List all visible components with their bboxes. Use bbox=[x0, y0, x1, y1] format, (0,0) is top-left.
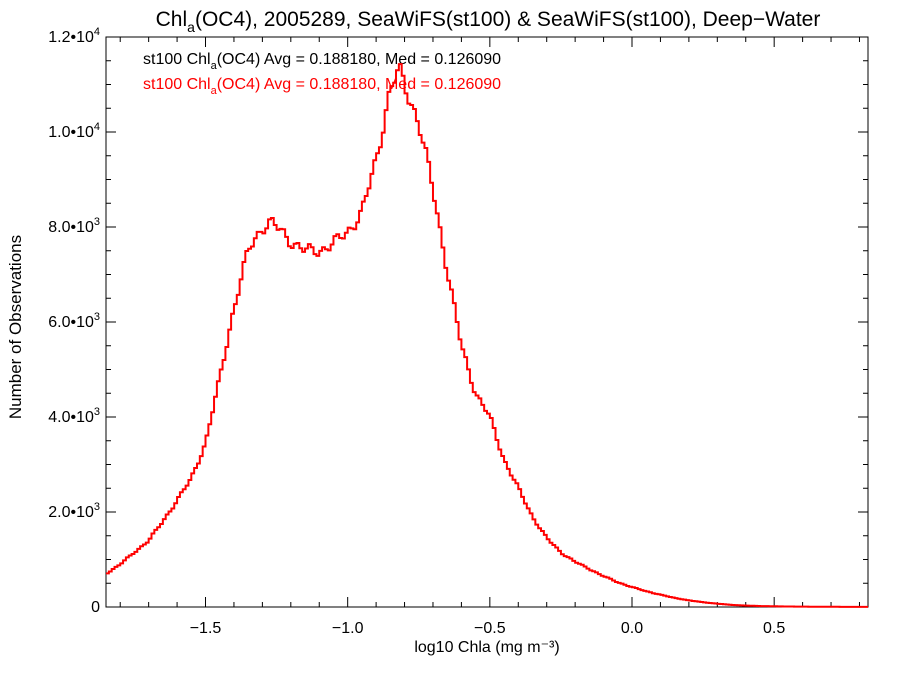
plot-frame bbox=[105, 36, 869, 608]
y-tick-exponent: 4 bbox=[94, 121, 100, 133]
chart-title-sub: a bbox=[187, 19, 195, 35]
y-tick-exponent: 3 bbox=[94, 406, 100, 418]
y-tick-label: 2.0•103 bbox=[48, 501, 100, 521]
stats-annotation-post: (OC4) Avg = 0.188180, Med = 0.126090 bbox=[217, 51, 501, 68]
y-tick-exponent: 4 bbox=[94, 26, 100, 38]
y-tick-label: 8.0•103 bbox=[48, 216, 100, 236]
y-tick-label: 1.0•104 bbox=[48, 121, 100, 141]
chart-title: Chla(OC4), 2005289, SeaWiFS(st100) & Sea… bbox=[156, 8, 821, 35]
stats-annotation-sub: a bbox=[211, 60, 218, 72]
plot-area: −1.5 −1.0 −0.5 0.0 0.502.0•1034.0•1036.0•103… bbox=[48, 26, 869, 637]
y-tick-mantissa: 4.0•10 bbox=[48, 409, 94, 426]
y-tick-label: 4.0•103 bbox=[48, 406, 100, 426]
y-tick-mantissa: 8.0•10 bbox=[48, 219, 94, 236]
x-tick-label: −1.5 bbox=[190, 620, 222, 637]
x-tick-label: 0.0 bbox=[621, 620, 643, 637]
y-tick-mantissa: 1.2•10 bbox=[48, 29, 94, 46]
y-tick-mantissa: 0 bbox=[91, 599, 100, 616]
stats-annotation: st100 Chla(OC4) Avg = 0.188180, Med = 0.… bbox=[143, 51, 501, 72]
chart-title-post: (OC4), 2005289, SeaWiFS(st100) & SeaWiFS… bbox=[195, 8, 820, 31]
stats-annotation-pre: st100 Chl bbox=[143, 76, 211, 93]
x-tick-label: −1.0 bbox=[332, 620, 364, 637]
y-tick-exponent: 3 bbox=[94, 311, 100, 323]
x-axis-label: log10 Chla (mg m⁻³) bbox=[414, 639, 559, 656]
y-axis-label: Number of Observations bbox=[6, 235, 25, 419]
y-tick-label: 6.0•103 bbox=[48, 311, 100, 331]
series-line-0 bbox=[106, 63, 868, 608]
x-tick-label: 0.5 bbox=[763, 620, 785, 637]
stats-annotation-post: (OC4) Avg = 0.188180, Med = 0.126090 bbox=[217, 76, 501, 93]
stats-annotation-pre: st100 Chl bbox=[143, 51, 211, 68]
chart-title-pre: Chl bbox=[156, 8, 188, 31]
x-tick-label: −0.5 bbox=[474, 620, 506, 637]
y-tick-mantissa: 6.0•10 bbox=[48, 314, 94, 331]
y-tick-exponent: 3 bbox=[94, 501, 100, 513]
y-tick-mantissa: 1.0•10 bbox=[48, 124, 94, 141]
stats-annotation: st100 Chla(OC4) Avg = 0.188180, Med = 0.… bbox=[143, 76, 501, 97]
y-tick-label: 1.2•104 bbox=[48, 26, 100, 46]
y-tick-mantissa: 2.0•10 bbox=[48, 504, 94, 521]
y-tick-exponent: 3 bbox=[94, 216, 100, 228]
stats-annotation-sub: a bbox=[211, 85, 218, 97]
y-tick-label: 0 bbox=[91, 599, 100, 616]
